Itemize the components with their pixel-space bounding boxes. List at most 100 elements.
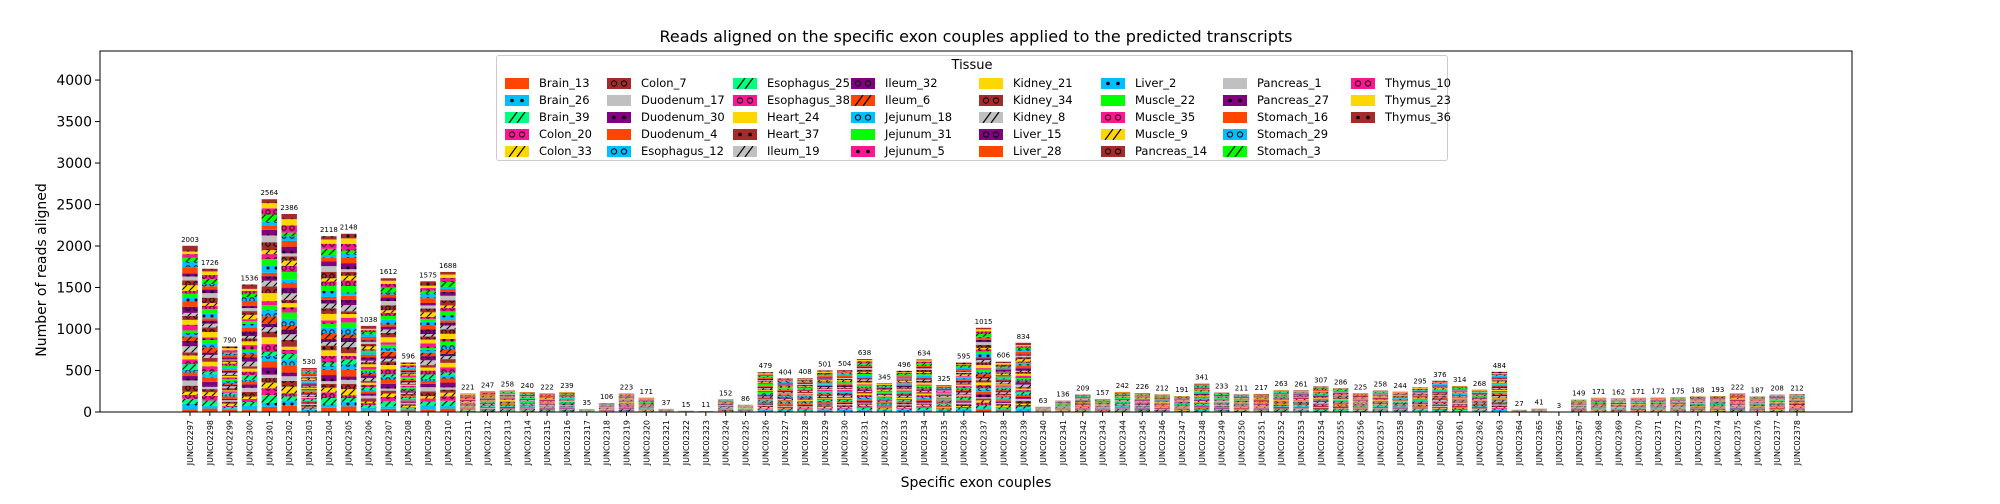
bar-segment: [996, 403, 1011, 404]
bar-segment: [500, 402, 515, 403]
bar-segment: [857, 360, 872, 361]
bar-segment: [1412, 389, 1427, 390]
bar-segment: [877, 384, 892, 385]
bar-segment: [1135, 400, 1150, 401]
bar-segment: [1789, 394, 1804, 395]
bar-segment: [936, 409, 951, 410]
bar-segment: [341, 311, 356, 314]
bar-segment: [1373, 395, 1388, 396]
bar-segment: [1115, 411, 1130, 412]
bar-segment: [1670, 399, 1685, 400]
bar-JUNC02327: [777, 378, 792, 412]
bar-segment: [1690, 400, 1705, 401]
bar-segment: [460, 396, 475, 397]
bar-segment: [619, 394, 634, 395]
legend-label: Pancreas_1: [1257, 76, 1322, 90]
bar-segment: [1452, 387, 1467, 388]
bar-segment: [301, 388, 316, 389]
bar-segment: [1730, 404, 1745, 405]
bar-segment: [1412, 405, 1427, 406]
bar-segment: [976, 400, 991, 402]
bar-segment: [242, 362, 257, 367]
bar-segment: [361, 329, 376, 330]
bar-segment: [361, 342, 376, 344]
bar-segment: [440, 375, 455, 378]
bar-segment: [559, 398, 574, 399]
bar-segment: [281, 334, 296, 340]
bar-JUNC02315: [539, 394, 554, 412]
bar-segment: [777, 410, 792, 411]
bar-segment: [400, 389, 415, 391]
bar-segment: [797, 379, 812, 380]
bar-segment: [956, 408, 971, 409]
bar-segment: [916, 405, 931, 406]
bar-segment: [1353, 396, 1368, 397]
bar-segment: [1492, 403, 1507, 404]
bar-segment: [956, 404, 971, 406]
bar-segment: [420, 294, 435, 298]
bar-segment: [281, 396, 296, 400]
bar-total-label: 258: [1374, 381, 1387, 389]
bar-segment: [480, 394, 495, 395]
bar-segment: [896, 388, 911, 389]
bar-segment: [817, 370, 832, 371]
bar-segment: [500, 404, 515, 405]
bar-segment: [480, 404, 495, 405]
legend-swatch: [733, 146, 757, 157]
bar-segment: [321, 244, 336, 249]
bar-segment: [1432, 384, 1447, 385]
bar-segment: [1492, 402, 1507, 403]
bar-segment: [321, 324, 336, 328]
bar-segment: [480, 408, 495, 409]
bar-segment: [1135, 398, 1150, 399]
bar-segment: [1392, 410, 1407, 411]
bar-segment: [262, 352, 277, 356]
bar-segment: [758, 380, 773, 381]
bar-total-label: 222: [1731, 384, 1744, 392]
legend-swatch: [505, 78, 529, 89]
bar-segment: [857, 395, 872, 397]
bar-segment: [956, 410, 971, 412]
bar-segment: [361, 392, 376, 394]
bar-segment: [777, 382, 792, 383]
bar-segment: [222, 354, 237, 356]
bar-segment: [202, 340, 217, 343]
bar-segment: [837, 401, 852, 402]
bar-segment: [520, 409, 535, 410]
bar-segment: [1472, 396, 1487, 397]
bar-segment: [480, 393, 495, 394]
bar-segment: [1730, 396, 1745, 397]
bar-segment: [758, 373, 773, 374]
x-axis-label: Specific exon couples: [901, 475, 1052, 491]
bar-segment: [1214, 406, 1229, 407]
bar-segment: [976, 334, 991, 337]
bar-segment: [797, 382, 812, 383]
bar-segment: [916, 380, 931, 381]
bar-segment: [420, 348, 435, 350]
bar-segment: [1432, 410, 1447, 411]
bar-segment: [777, 386, 792, 387]
bar-segment: [539, 402, 554, 403]
bar-segment: [857, 363, 872, 365]
bar-segment: [1313, 410, 1328, 411]
bar-segment: [440, 287, 455, 289]
bar-segment: [936, 386, 951, 387]
bar-segment: [301, 389, 316, 391]
legend-swatch: [733, 112, 757, 123]
bar-segment: [400, 377, 415, 379]
bar-segment: [877, 405, 892, 406]
bar-segment: [539, 405, 554, 406]
bar-segment: [996, 388, 1011, 390]
legend-swatch: [1351, 78, 1375, 89]
bar-segment: [301, 382, 316, 383]
bar-segment: [758, 395, 773, 396]
bar-segment: [1214, 400, 1229, 401]
bar-segment: [1631, 411, 1646, 412]
bar-segment: [381, 281, 396, 284]
bar-segment: [1313, 406, 1328, 407]
bar-JUNC02297: [182, 246, 197, 412]
bar-segment: [1075, 409, 1090, 410]
bar-segment: [877, 408, 892, 409]
bar-total-label: 188: [1691, 386, 1704, 394]
bar-segment: [381, 310, 396, 312]
